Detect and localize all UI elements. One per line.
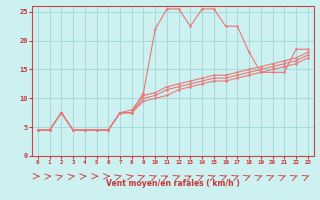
X-axis label: Vent moyen/en rafales ( km/h ): Vent moyen/en rafales ( km/h ) xyxy=(106,179,240,188)
